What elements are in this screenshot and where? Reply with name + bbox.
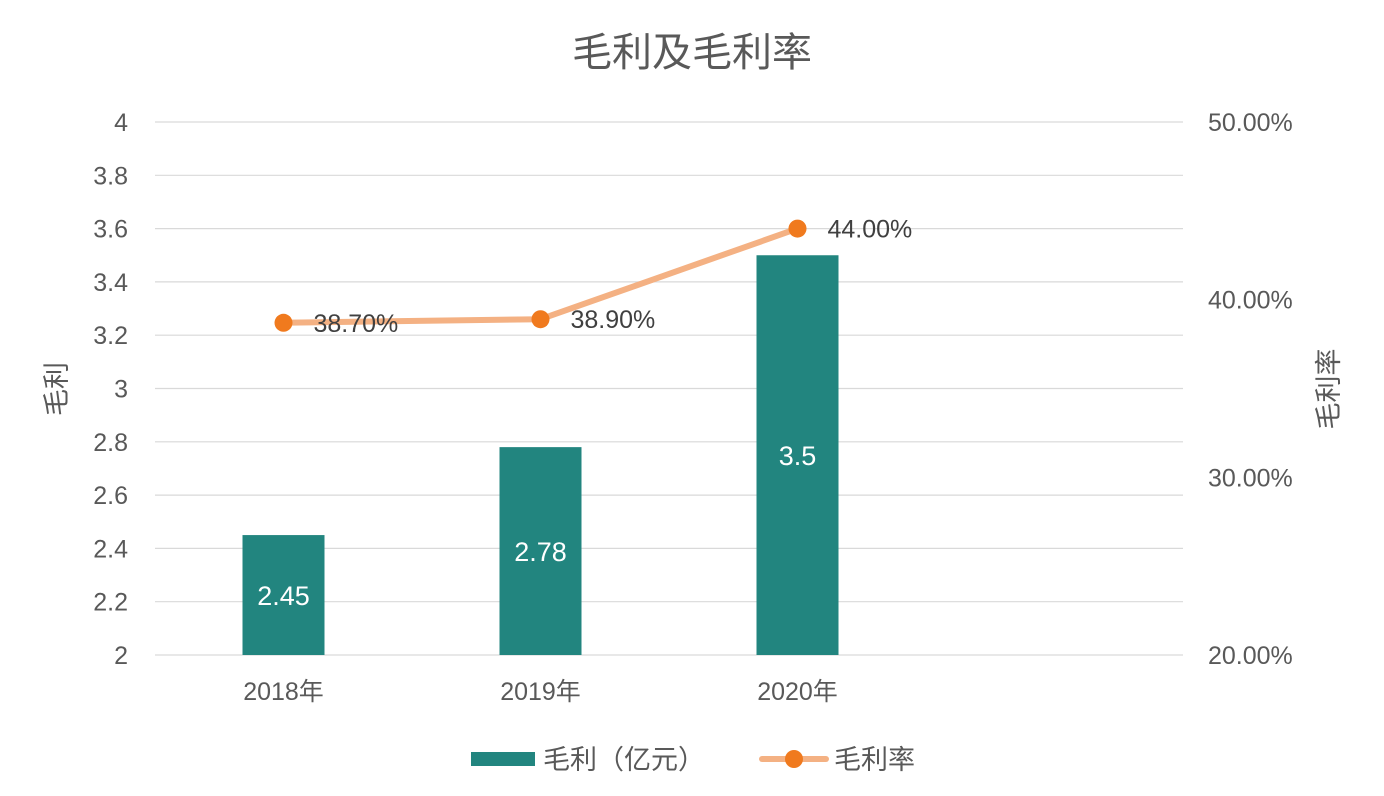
left-tick-label: 3.8 — [93, 162, 128, 190]
left-tick-label: 2.6 — [93, 482, 128, 510]
left-axis-ticks: 2 2.2 2.4 2.6 2.8 3 3.2 3.4 3.6 3.8 4 — [93, 109, 128, 670]
bar-data-label: 3.5 — [779, 441, 817, 471]
right-axis-ticks: 20.00% 30.00% 40.00% 50.00% — [1208, 109, 1293, 670]
bar-data-label: 2.78 — [514, 537, 567, 567]
bar — [756, 255, 839, 655]
bar — [499, 447, 582, 655]
right-tick-label: 30.00% — [1208, 464, 1293, 492]
category-label: 2019年 — [500, 678, 581, 706]
left-tick-label: 3 — [114, 376, 128, 404]
bar-data-label: 2.45 — [257, 581, 310, 611]
rate-point — [531, 310, 550, 329]
category-label: 2018年 — [243, 678, 324, 706]
rate-data-label: 38.70% — [314, 310, 399, 338]
left-tick-label: 3.6 — [93, 216, 128, 244]
right-axis-title: 毛利率 — [1314, 349, 1344, 430]
rate-line: 38.70% 38.90% 44.00% — [274, 216, 913, 338]
bar — [242, 535, 325, 655]
legend-line-label: 毛利率 — [834, 745, 915, 775]
rate-line-path — [280, 225, 801, 326]
rate-data-label: 44.00% — [828, 216, 913, 244]
rate-point — [274, 313, 293, 332]
left-tick-label: 3.2 — [93, 322, 128, 350]
legend-line-marker — [785, 750, 803, 768]
left-tick-label: 2 — [114, 642, 128, 670]
grid — [155, 121, 1183, 656]
rate-point — [788, 219, 807, 238]
left-tick-label: 3.4 — [93, 269, 128, 297]
left-axis-title: 毛利 — [42, 362, 72, 416]
right-tick-label: 50.00% — [1208, 109, 1293, 137]
right-tick-label: 40.00% — [1208, 287, 1293, 315]
category-label: 2020年 — [757, 678, 838, 706]
legend-bar-swatch — [471, 752, 535, 766]
left-tick-label: 4 — [114, 109, 128, 137]
rate-data-label: 38.90% — [571, 306, 656, 334]
left-tick-label: 2.2 — [93, 589, 128, 617]
chart-title: 毛利及毛利率 — [572, 31, 812, 75]
legend: 毛利（亿元） 毛利率 — [471, 745, 915, 775]
left-tick-label: 2.8 — [93, 429, 128, 457]
left-tick-label: 2.4 — [93, 535, 128, 563]
category-labels: 2018年 2019年 2020年 — [243, 678, 838, 706]
right-tick-label: 20.00% — [1208, 642, 1293, 670]
bars: 2.45 2.78 3.5 — [242, 255, 839, 655]
legend-bar-label: 毛利（亿元） — [543, 745, 705, 775]
